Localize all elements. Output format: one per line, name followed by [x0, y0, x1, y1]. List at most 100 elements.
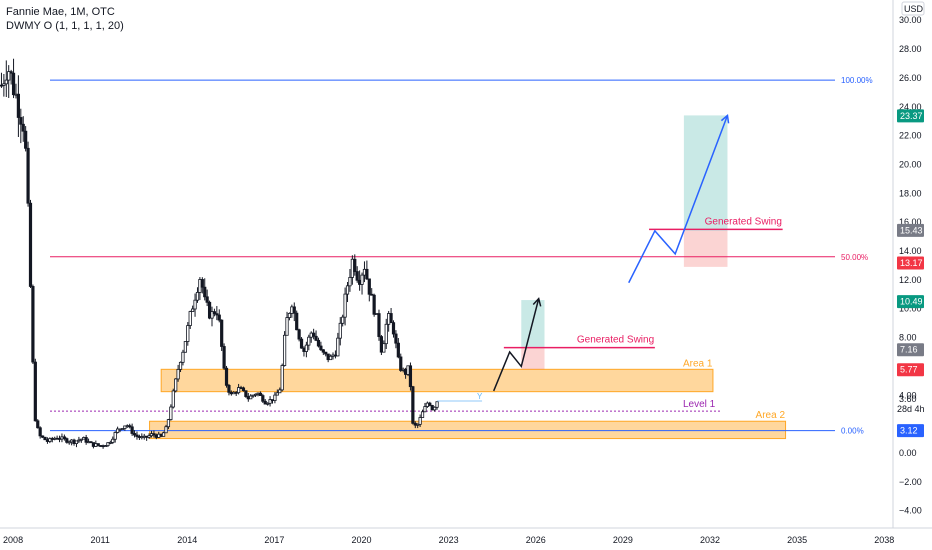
price-badge-6 — [897, 363, 924, 377]
candle-body-147 — [353, 258, 357, 272]
candle-body-166 — [399, 356, 403, 371]
indicator-title[interactable]: DWMY O (1, 1, 1, 1, 20) — [6, 20, 124, 32]
candle-body-181 — [435, 401, 439, 408]
candle-body-27 — [62, 436, 66, 440]
price-badge-4 — [897, 295, 924, 309]
zone-label-1: Area 1 — [683, 358, 713, 369]
price-badge-2 — [897, 223, 924, 237]
candle-body-145 — [348, 277, 352, 287]
candle-body-69 — [164, 426, 168, 434]
swing-label-2: Generated Swing — [705, 216, 782, 227]
candle-body-54 — [128, 425, 132, 428]
price-badge-label-2: 15.43 — [900, 225, 923, 235]
candle-body-180 — [433, 406, 437, 411]
candle-body-93 — [222, 346, 226, 369]
candle-body-135 — [324, 351, 328, 355]
x-tick-label: 2029 — [613, 535, 633, 545]
candle-body-52 — [123, 425, 127, 429]
candle-body-118 — [282, 334, 287, 366]
y-tick-label: 30.00 — [899, 15, 922, 25]
price-badge-3 — [897, 256, 924, 270]
price-badge-7 — [897, 424, 924, 438]
candle-body-116 — [278, 389, 282, 394]
price-badge-label-6: 5.77 — [900, 365, 918, 375]
x-tick-label: 2026 — [526, 535, 546, 545]
candle-body-106 — [253, 393, 258, 396]
y-tick-label: 18.00 — [899, 188, 922, 198]
projection-path-2 — [628, 115, 729, 284]
candle-body-133 — [319, 345, 323, 351]
fib-level-label-1: 100.00% — [841, 76, 873, 85]
candle-body-34 — [79, 438, 83, 441]
candle-body-15 — [33, 361, 37, 422]
candle-body-154 — [370, 293, 374, 296]
candle-body-130 — [312, 332, 316, 337]
candle-body-110 — [263, 400, 267, 405]
y-tick-label: 8.00 — [899, 333, 917, 343]
stop-box-2 — [683, 230, 728, 267]
candle-body-124 — [297, 329, 301, 340]
candle-body-12 — [26, 147, 30, 204]
price-badge-label-4: 10.49 — [900, 297, 923, 307]
candle-body-99 — [237, 387, 241, 394]
candle-body-44 — [103, 445, 108, 447]
candle-body-11 — [24, 130, 28, 149]
x-tick-label: 2008 — [3, 535, 23, 545]
candle-body-178 — [428, 402, 432, 406]
zone-label-2: Area 2 — [756, 410, 786, 421]
candle-body-128 — [307, 336, 311, 346]
zone-rect-2 — [149, 420, 787, 440]
candle-body-57 — [135, 434, 139, 437]
candle-body-81 — [193, 299, 197, 310]
candle-body-163 — [391, 322, 396, 335]
candle-body-71 — [169, 406, 173, 420]
candle-body-47 — [111, 438, 115, 443]
candle-body-91 — [217, 314, 221, 321]
candle-body-112 — [268, 399, 272, 404]
y-tick-label: 10.00 — [899, 304, 922, 314]
candle-body-6 — [11, 72, 16, 96]
candle-body-84 — [200, 279, 204, 288]
candle-body-2 — [2, 83, 6, 86]
candle-body-36 — [84, 437, 88, 443]
candle-body-46 — [108, 442, 112, 444]
symbol-title[interactable]: Fannie Mae, 1M, OTC — [6, 6, 115, 18]
x-tick-label: 2017 — [264, 535, 284, 545]
candle-body-144 — [345, 285, 350, 295]
x-tick-label: 2011 — [91, 535, 110, 545]
candle-body-170 — [408, 365, 413, 388]
candle-body-111 — [266, 402, 270, 405]
y-tick-label: 4.00 — [899, 390, 917, 400]
candle-body-148 — [355, 271, 359, 281]
candle-body-173 — [416, 423, 420, 426]
price-badge-label-3: 13.17 — [900, 258, 923, 268]
candle-body-134 — [321, 349, 325, 353]
projection-arrowhead-2 — [720, 113, 730, 124]
candle-body-32 — [74, 440, 79, 444]
currency-label: USD — [904, 4, 924, 14]
candle-body-104 — [249, 395, 253, 400]
candles-layer — [0, 58, 439, 449]
candle-body-79 — [188, 311, 192, 326]
candle-body-155 — [372, 294, 376, 315]
candle-body-152 — [365, 268, 369, 280]
price-badge-label-7: 3.12 — [900, 426, 918, 436]
candle-body-119 — [285, 317, 289, 336]
candle-body-16 — [36, 420, 40, 429]
candle-body-94 — [224, 367, 229, 386]
candle-body-68 — [161, 432, 166, 437]
candle-body-3 — [4, 79, 8, 85]
swing-label-1: Generated Swing — [577, 335, 654, 346]
candle-body-109 — [261, 395, 265, 402]
candle-body-174 — [418, 417, 422, 425]
candle-body-5 — [9, 71, 13, 74]
x-tick-label: 2035 — [787, 535, 807, 545]
candle-body-82 — [195, 292, 200, 301]
candle-body-56 — [132, 433, 137, 436]
candle-body-164 — [394, 333, 398, 344]
candle-body-143 — [343, 293, 347, 318]
candle-body-176 — [423, 406, 427, 413]
levels-layer: 100.00% 50.00% 0.00% Level 1 — [50, 76, 873, 436]
candle-body-122 — [292, 306, 296, 314]
